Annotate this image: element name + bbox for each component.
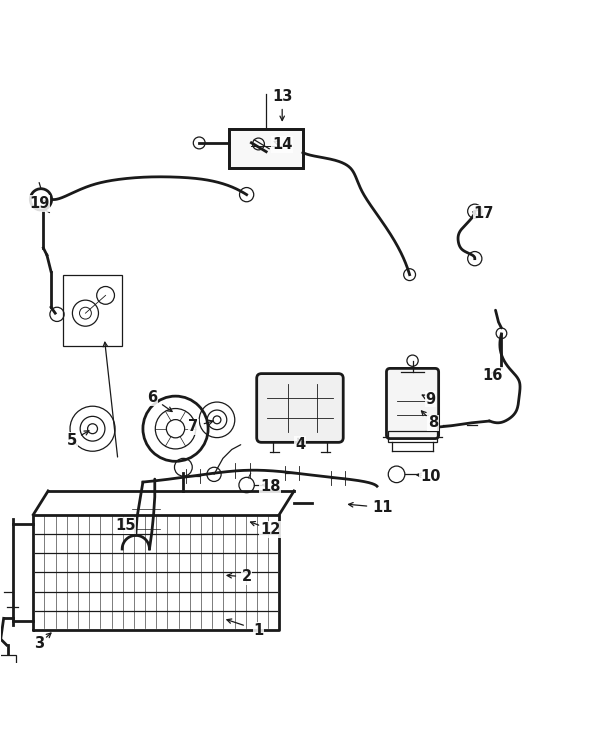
- Text: 4: 4: [295, 437, 305, 452]
- Text: 18: 18: [260, 479, 280, 494]
- Text: 13: 13: [272, 89, 292, 104]
- Text: 16: 16: [482, 368, 503, 383]
- Text: 11: 11: [372, 500, 393, 515]
- Text: 8: 8: [428, 416, 438, 430]
- Text: 9: 9: [425, 391, 435, 407]
- FancyBboxPatch shape: [257, 374, 343, 442]
- Text: 6: 6: [147, 390, 157, 405]
- Text: 10: 10: [420, 468, 441, 484]
- Text: 19: 19: [29, 196, 49, 211]
- Text: 5: 5: [67, 433, 77, 448]
- Bar: [0, 655, 15, 666]
- Text: 14: 14: [272, 137, 292, 152]
- Bar: [229, 130, 303, 168]
- Bar: [388, 430, 437, 442]
- Bar: [229, 130, 303, 168]
- Text: 15: 15: [115, 517, 135, 533]
- FancyBboxPatch shape: [387, 369, 438, 438]
- Text: 1: 1: [254, 623, 264, 638]
- Text: 7: 7: [188, 419, 198, 435]
- Text: 2: 2: [242, 570, 252, 584]
- Text: 3: 3: [34, 636, 45, 652]
- Text: 12: 12: [260, 522, 280, 537]
- Bar: [63, 275, 122, 346]
- Text: 17: 17: [473, 206, 494, 221]
